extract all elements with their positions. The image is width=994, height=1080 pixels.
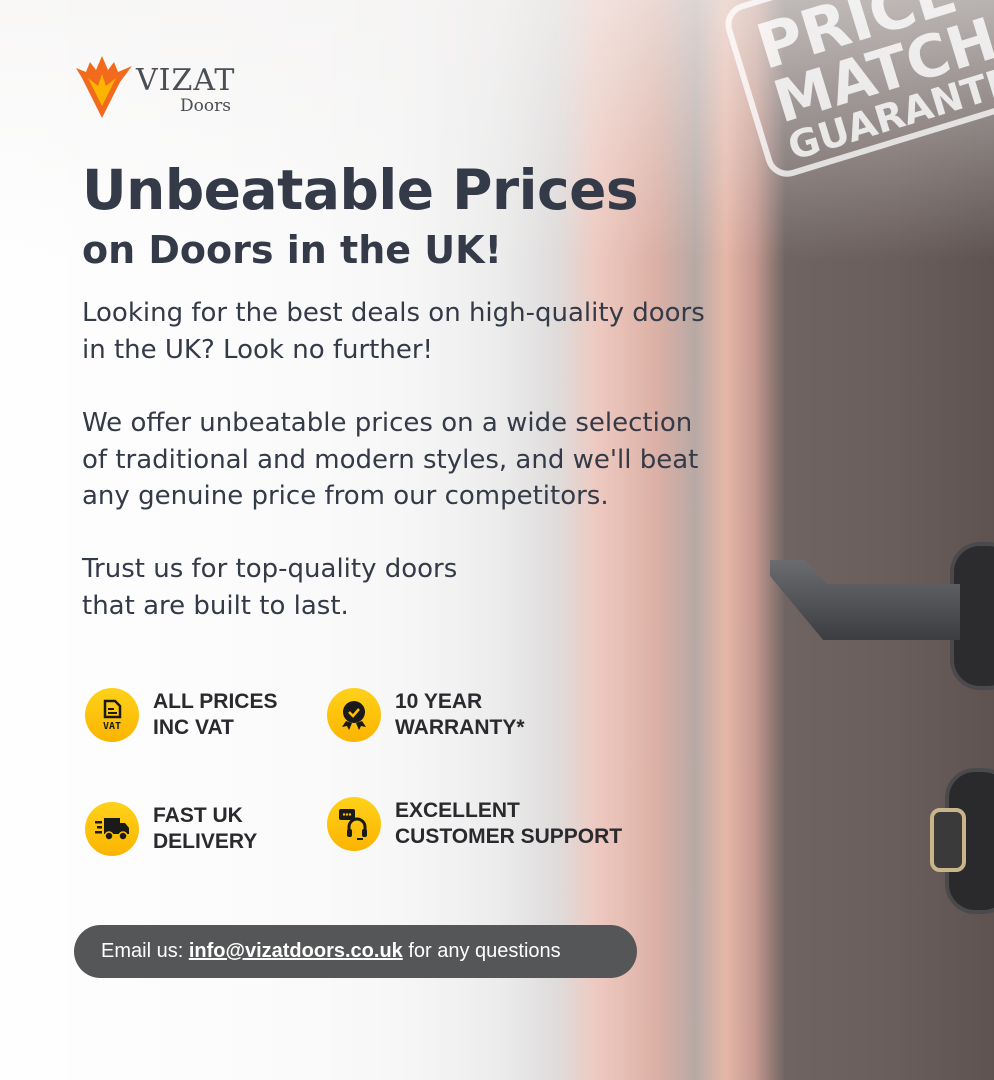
contact-suffix: for any questions xyxy=(402,940,561,962)
contact-prefix: Email us: xyxy=(101,940,189,962)
email-link[interactable]: info@vizatdoors.co.uk xyxy=(188,940,403,962)
crown-v-logo-icon xyxy=(76,56,132,118)
contact-banner: Email us: info@vizatdoors.co.uk for any … xyxy=(74,925,637,978)
brand-sub: Doors xyxy=(180,96,231,116)
headline: Unbeatable Prices xyxy=(82,158,639,222)
door-lock-thumbturn xyxy=(930,808,966,872)
feature-label: EXCELLENT CUSTOMER SUPPORT xyxy=(395,799,623,848)
delivery-truck-icon xyxy=(85,802,139,856)
feature-label: FAST UK DELIVERY xyxy=(153,804,258,853)
feature-label: ALL PRICES INC VAT xyxy=(153,690,278,739)
offer-paragraph: We offer unbeatable prices on a wide sel… xyxy=(82,408,699,511)
feature-warranty: 10 YEAR WARRANTY* xyxy=(327,688,525,742)
customer-support-icon xyxy=(327,797,381,851)
background-top-fade xyxy=(0,0,994,260)
subheadline: on Doors in the UK! xyxy=(82,228,502,272)
intro-paragraph: Looking for the best deals on high-quali… xyxy=(82,298,705,365)
feature-label: 10 YEAR WARRANTY* xyxy=(395,690,525,739)
svg-text:VAT: VAT xyxy=(103,721,121,731)
feature-vat: VAT ALL PRICES INC VAT xyxy=(85,688,277,742)
feature-delivery: FAST UK DELIVERY xyxy=(85,802,257,856)
vat-document-icon: VAT xyxy=(85,688,139,742)
brand-name: VIZAT xyxy=(136,63,236,98)
trust-paragraph: Trust us for top-quality doors that are … xyxy=(82,554,458,621)
feature-support: EXCELLENT CUSTOMER SUPPORT xyxy=(327,797,622,851)
warranty-badge-icon xyxy=(327,688,381,742)
brand-logo[interactable]: VIZAT Doors xyxy=(76,56,235,118)
